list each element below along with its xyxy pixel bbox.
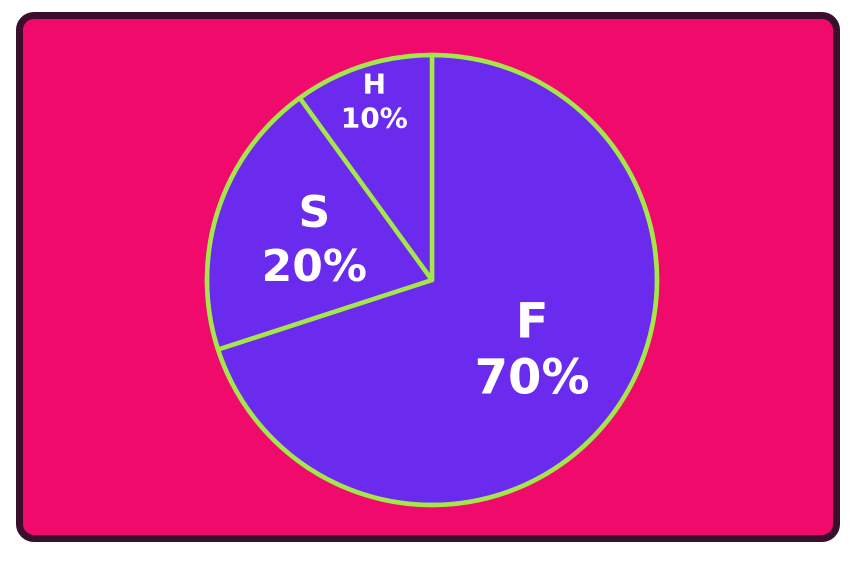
slice-value-f: 70% xyxy=(475,350,590,406)
pie-labels: F70% S20% H10% xyxy=(262,67,590,405)
slice-label-f: F xyxy=(516,294,549,350)
slice-value-h: 10% xyxy=(341,101,408,134)
slice-label-s: S xyxy=(298,187,330,238)
pie-outline xyxy=(204,52,660,508)
slice-value-s: 20% xyxy=(262,241,367,292)
slice-label-h: H xyxy=(363,67,386,100)
